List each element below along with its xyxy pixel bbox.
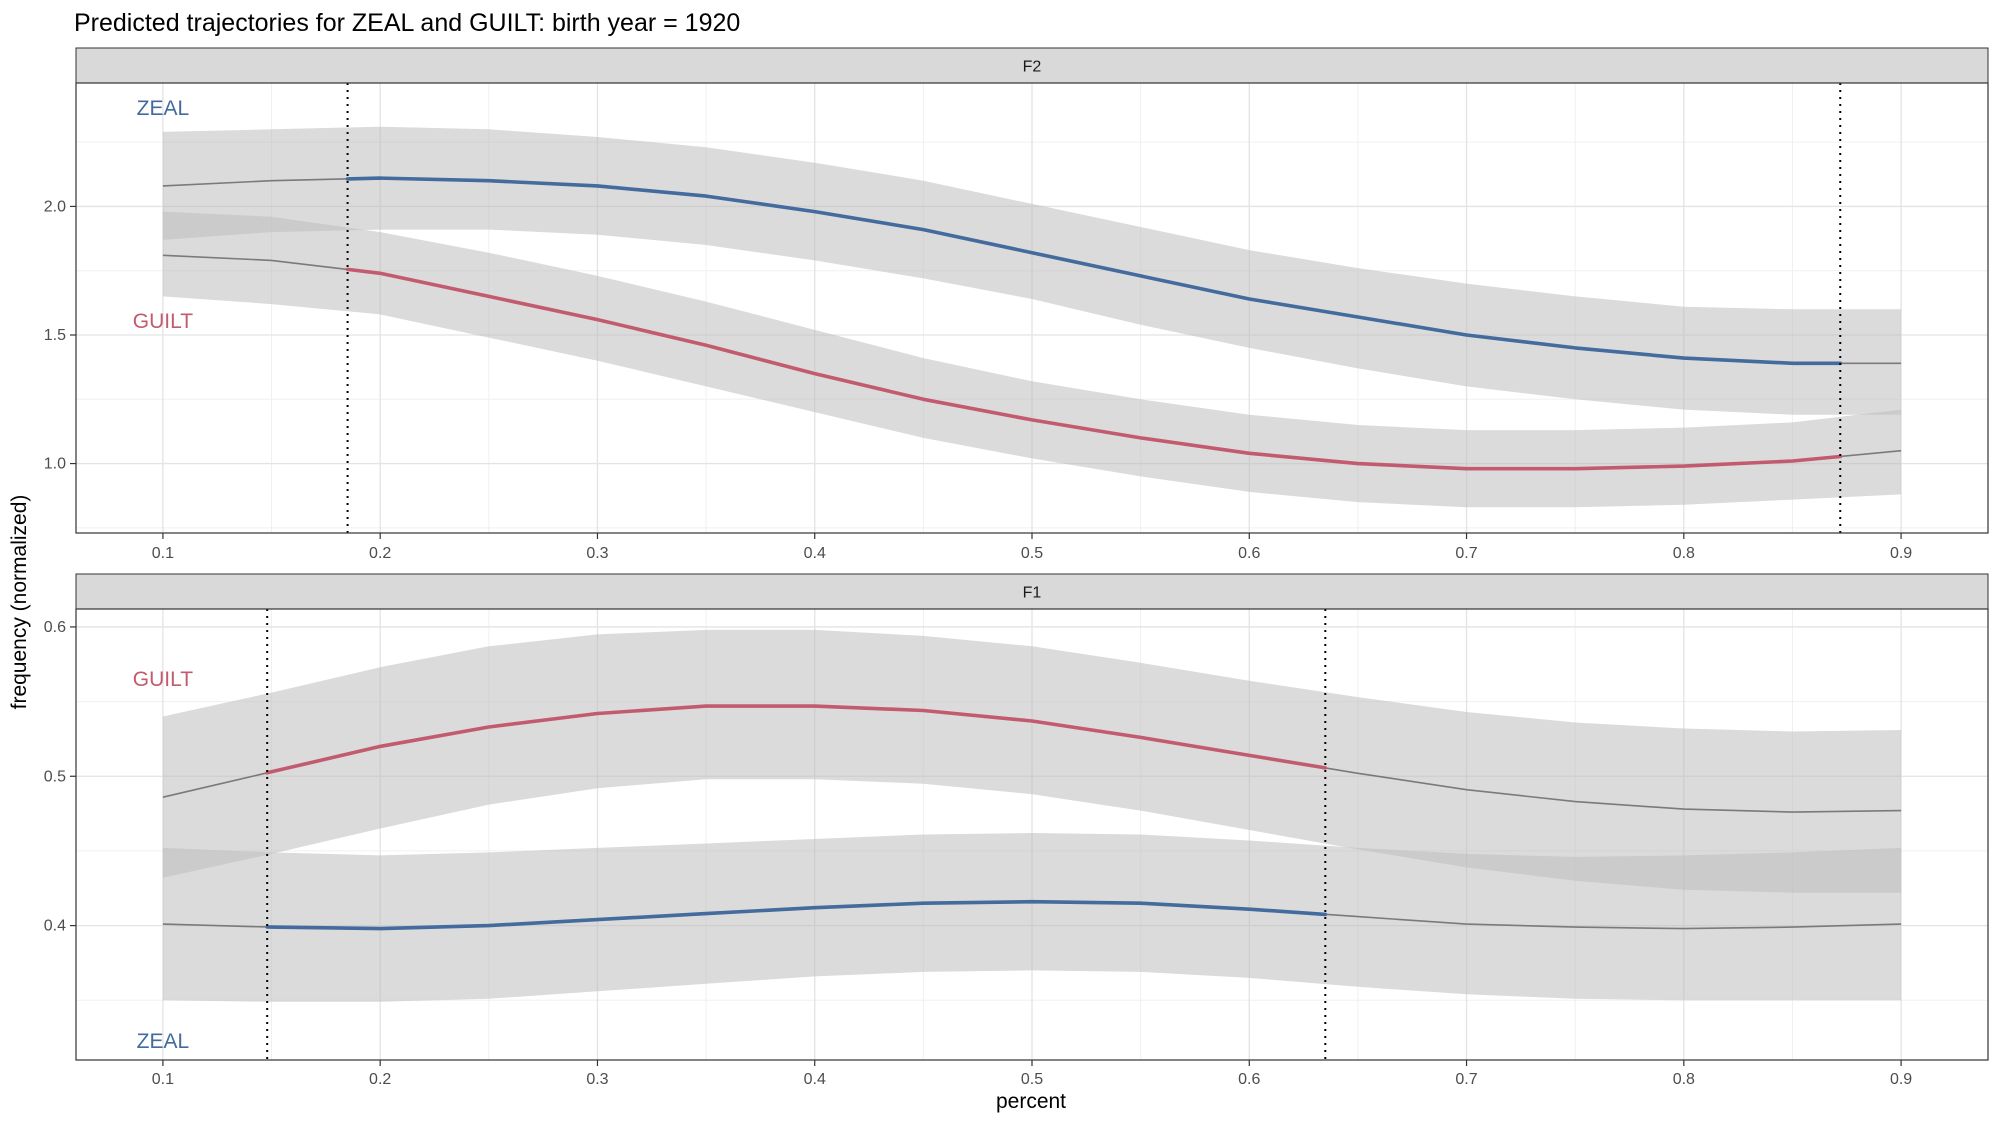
x-tick-label: 0.2 (369, 545, 391, 562)
panel-strip-label: F2 (1023, 59, 1042, 76)
y-tick-label: 0.5 (44, 768, 66, 785)
x-tick-label: 0.6 (1238, 1071, 1260, 1088)
series-label-guilt: GUILT (133, 310, 193, 333)
x-tick-label: 0.2 (369, 1071, 391, 1088)
highlight-line-zeal (265, 899, 1328, 931)
x-tick-label: 0.4 (804, 545, 826, 562)
highlight-line-guilt (345, 267, 1843, 471)
series-label-guilt: GUILT (133, 668, 193, 691)
highlight-line-guilt (265, 704, 1328, 775)
ribbon-guilt (162, 629, 1902, 893)
x-tick-label: 0.1 (152, 545, 174, 562)
panel-f2: F2 ZEAL GUILT 0.1 0.2 0.3 0.4 0.5 0.6 0.7 0.8 0.9 1.… (44, 47, 1989, 562)
chart-title: Predicted trajectories for ZEAL and GUIL… (74, 9, 740, 37)
panel-f1: F1 GUILT ZEAL 0.1 0.2 0.3 0.4 0.5 0.6 0.7 0.8 0.9 0.… (44, 573, 1989, 1088)
y-axis-label: frequency (normalized) (8, 495, 31, 710)
y-tick-label: 0.6 (44, 619, 66, 636)
panel-strip (75, 47, 1989, 84)
x-tick-label: 0.5 (1021, 545, 1043, 562)
x-tick-label: 0.9 (1890, 1071, 1912, 1088)
highlight-line-zeal (345, 176, 1843, 366)
x-tick-label: 0.7 (1455, 545, 1477, 562)
x-tick-label: 0.8 (1673, 545, 1695, 562)
chart-panels: F2 ZEAL GUILT 0.1 0.2 0.3 0.4 0.5 0.6 0.7 0.8 0.9 1.… (44, 47, 1989, 1088)
x-tick-label: 0.9 (1890, 545, 1912, 562)
ribbon-guilt (162, 211, 1902, 508)
x-tick-label: 0.6 (1238, 545, 1260, 562)
x-tick-label: 0.8 (1673, 1071, 1695, 1088)
panel-strip (75, 573, 1989, 610)
series-label-zeal: ZEAL (137, 97, 190, 120)
y-tick-label: 2.0 (44, 198, 66, 215)
ribbon-zeal (162, 833, 1902, 1002)
x-tick-label: 0.5 (1021, 1071, 1043, 1088)
x-axis-label: percent (996, 1090, 1066, 1113)
x-tick-label: 0.7 (1455, 1071, 1477, 1088)
x-tick-label: 0.1 (152, 1071, 174, 1088)
y-tick-label: 0.4 (44, 918, 66, 935)
x-tick-label: 0.3 (586, 1071, 608, 1088)
series-label-zeal: ZEAL (137, 1030, 190, 1053)
x-tick-label: 0.4 (804, 1071, 826, 1088)
y-tick-label: 1.5 (44, 327, 66, 344)
panel-strip-label: F1 (1023, 585, 1042, 602)
x-tick-label: 0.3 (586, 545, 608, 562)
y-tick-label: 1.0 (44, 456, 66, 473)
ribbon-zeal (162, 126, 1902, 415)
